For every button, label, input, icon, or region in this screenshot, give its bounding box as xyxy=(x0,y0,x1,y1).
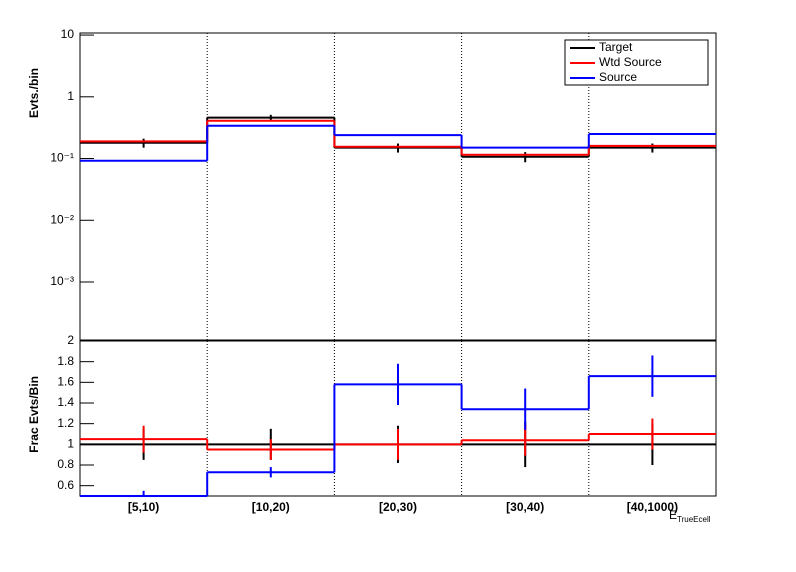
y-tick-label: 1.4 xyxy=(57,395,74,409)
x-label-sub: TrueEcell xyxy=(677,515,711,524)
y-tick-label: 0.8 xyxy=(57,457,74,471)
y-tick-label: 1 xyxy=(67,89,74,103)
y-tick-label: 0.6 xyxy=(57,478,74,492)
legend-label: Wtd Source xyxy=(599,55,662,69)
legend-label: Source xyxy=(599,70,637,84)
plot-frame xyxy=(79,32,717,341)
x-tick-label: [20,30) xyxy=(379,500,417,514)
x-tick-label: [5,10) xyxy=(128,500,159,514)
x-axis-title: ETrueEcell xyxy=(669,508,711,524)
y-tick-label: 10 xyxy=(61,27,75,41)
legend-label: Target xyxy=(599,40,633,54)
y-tick-label: 1.6 xyxy=(57,375,74,389)
x-label: E xyxy=(669,508,677,522)
x-tick-label: [40,1000) xyxy=(627,500,678,514)
y-tick-label: 1.2 xyxy=(57,416,74,430)
y-axis-title: Evts./bin xyxy=(27,68,41,118)
y-tick-label: 10⁻² xyxy=(50,212,74,226)
y-axis-title: Frac Evts/Bin xyxy=(27,376,41,453)
y-tick-label: 1 xyxy=(67,437,74,451)
y-tick-label: 1.8 xyxy=(57,354,74,368)
y-tick-label: 2 xyxy=(67,333,74,347)
x-tick-label: [30,40) xyxy=(506,500,544,514)
y-tick-label: 10⁻³ xyxy=(50,274,74,288)
y-tick-label: 10⁻¹ xyxy=(50,151,74,165)
plot-frame xyxy=(79,340,717,497)
x-tick-label: [10,20) xyxy=(252,500,290,514)
